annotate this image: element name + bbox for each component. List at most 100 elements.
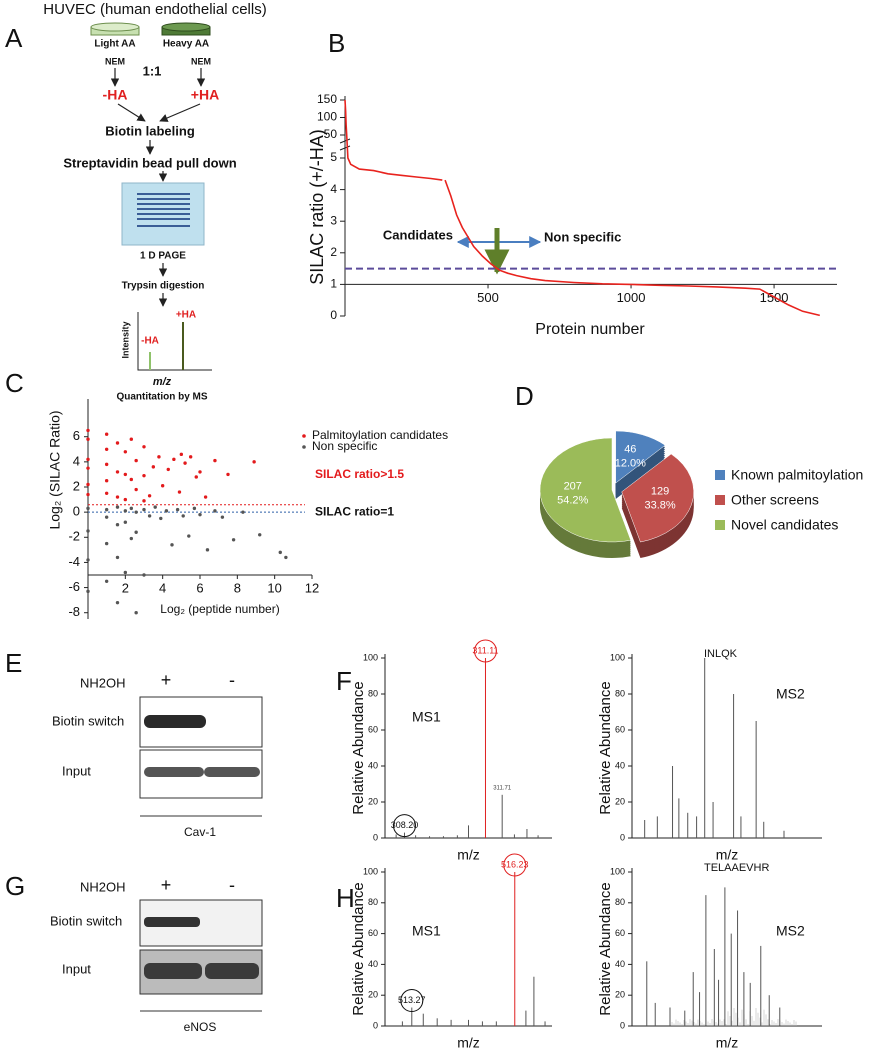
x-tick-label: 12 [305,580,319,595]
point [198,512,202,517]
y-axis-label: Relative Abundance [350,681,367,814]
y-tick-label: 0 [330,308,337,322]
band [144,767,204,777]
y-tick-label: 0 [373,832,378,842]
y-tick-label: 80 [615,688,625,698]
label: + [161,875,172,895]
x-axis-label: Log₂ (peptide number) [160,602,279,616]
panel-label: C [5,368,24,398]
point [179,452,184,457]
label: 1:1 [143,63,162,78]
point [205,548,210,552]
peak-label: 516.23 [501,859,529,869]
peak-circle [503,853,527,877]
percent-label: 54.2% [557,495,588,507]
y-tick-label: 0 [620,1020,625,1030]
label: Heavy AA [163,39,209,50]
point [123,570,128,575]
point [104,432,109,436]
point [123,509,128,513]
point [278,550,282,555]
y-tick-label: 100 [363,652,378,662]
y-axis-label: Log₂ (SILAC Ratio) [47,410,63,529]
gel-bands [137,193,190,227]
point [226,472,230,477]
label: +HA [191,87,219,103]
point [115,441,120,445]
y-tick-label: 3 [330,213,337,227]
point [134,510,138,514]
point [134,611,138,615]
axis [137,312,212,371]
panel-label: B [328,28,345,58]
point [142,473,146,478]
peak-circle [392,814,416,838]
band [205,963,259,979]
axis-break [339,138,351,151]
workflow-title: HUVEC (human endothelial cells) [43,1,266,18]
y-tick-label: 100 [317,110,337,124]
legend-marker [302,445,306,449]
arrow [159,103,201,122]
point [129,477,134,482]
peak-circle [400,989,424,1013]
axis-label: m/z [153,376,172,388]
point [147,514,152,518]
point [115,505,120,509]
point [86,482,90,487]
pie-slice [539,437,632,543]
point [115,600,120,605]
y-tick-label: 40 [368,760,378,770]
panel-label: A [5,23,23,53]
y-axis-label: SILAC ratio (+/-HA) [307,129,327,285]
y-tick-label: 100 [610,866,625,876]
y-tick-label: 40 [615,959,625,969]
y-tick-label: 6 [73,428,80,443]
y-tick-label: 80 [368,897,378,907]
step: Biotin labeling [105,123,195,138]
label: NEM [191,56,211,66]
point [86,428,90,433]
y-tick-label: 60 [615,724,625,734]
band [144,917,200,927]
point [198,470,202,474]
legend-label: Palmitoylation candidates [312,428,448,442]
x-tick-label: 6 [196,580,203,595]
legend-swatch [715,470,725,480]
point [153,505,157,509]
peak-label: 513.27 [398,995,426,1005]
blot: NH2OH + - Biotin switch Input eNOS [50,875,263,1034]
point [86,457,90,462]
legend-label: Non specific [312,439,377,453]
point [104,491,109,495]
y-tick-label: 150 [317,92,337,106]
value-label: 129 [651,486,669,498]
panel-label: F [336,666,352,696]
label: -HA [141,336,159,347]
y-tick-label: 0 [620,832,625,842]
y-tick-label: 100 [610,652,625,662]
point [241,510,245,514]
y-tick-label: 60 [368,928,378,938]
band [204,767,260,777]
point [252,460,256,464]
y-tick-label: 1 [330,277,337,291]
point [115,555,120,560]
y-tick-label: 4 [330,182,337,196]
caption: Quantitation by MS [116,392,207,403]
point [86,558,90,562]
y-tick-label: -4 [68,554,80,569]
legend-label: Novel candidates [731,517,838,533]
point [142,573,146,577]
y-tick-label: 40 [615,760,625,770]
band [144,715,206,728]
point [86,529,90,533]
x-tick-label: 1000 [617,290,646,305]
point [175,507,180,512]
peak-circle [473,639,497,663]
point [134,458,138,463]
y-tick-label: 2 [73,478,80,493]
y-tick-label: 50 [324,127,338,141]
point [104,462,109,467]
